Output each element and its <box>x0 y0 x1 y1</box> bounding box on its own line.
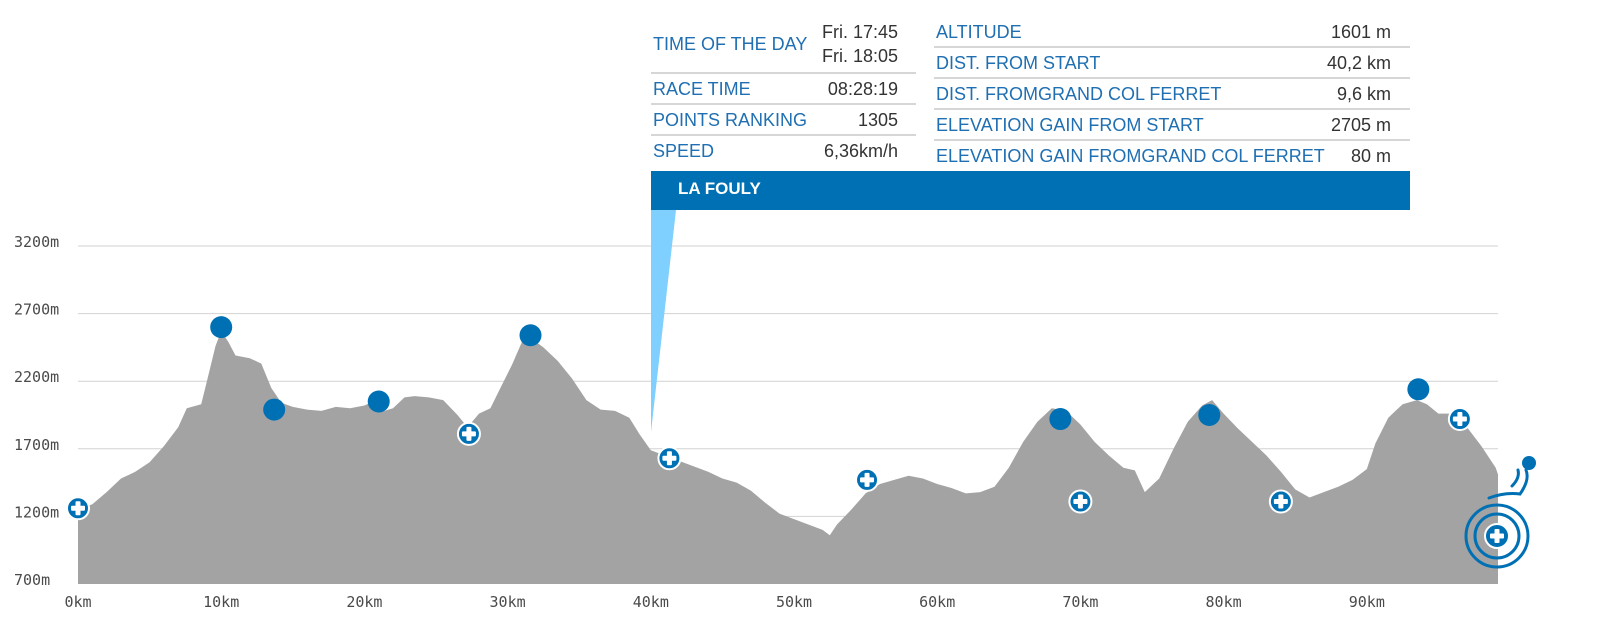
info-value: Fri. 18:05 <box>822 46 898 66</box>
info-value: 08:28:19 <box>828 79 898 99</box>
info-value: 2705 m <box>1331 115 1391 135</box>
aid-station-cross-v <box>1457 412 1463 427</box>
location-title: LA FOULY <box>678 179 761 198</box>
x-tick-label: 40km <box>633 593 669 611</box>
info-label: POINTS RANKING <box>653 110 807 130</box>
elevation-area-fill <box>78 331 1498 584</box>
x-tick-label: 10km <box>203 593 239 611</box>
aid-station-icon[interactable] <box>855 467 880 492</box>
x-tick-label: 0km <box>64 593 91 611</box>
y-tick-label: 1200m <box>14 503 59 521</box>
aid-station-icon[interactable] <box>1447 407 1472 432</box>
y-tick-label: 2700m <box>14 301 59 319</box>
summit-marker[interactable] <box>263 398 286 421</box>
aid-station-cross-v <box>666 451 672 466</box>
runner-head-icon <box>1522 456 1536 470</box>
x-tick-label: 60km <box>919 593 955 611</box>
finish-ring-outer <box>1464 503 1530 569</box>
selection-pointer-wedge <box>651 172 677 432</box>
summit-marker[interactable] <box>210 316 233 339</box>
y-tick-label: 2200m <box>14 368 59 386</box>
elevation-area <box>78 331 1498 584</box>
summit-marker[interactable] <box>1407 378 1430 401</box>
summit-marker[interactable] <box>367 390 390 413</box>
info-panel: LA FOULY TIME OF THE DAY Fri. 17:45 Fri. 18… <box>651 22 1410 210</box>
info-value: 6,36km/h <box>824 141 898 161</box>
info-value: 40,2 km <box>1327 53 1391 73</box>
runner-arm-icon <box>1510 468 1520 488</box>
info-label: DIST. FROM START <box>936 53 1100 73</box>
y-tick-label: 3200m <box>14 233 59 251</box>
aid-station-cross-v <box>466 426 472 441</box>
x-tick-label: 50km <box>776 593 812 611</box>
info-value: 80 m <box>1351 146 1391 166</box>
aid-station-icon[interactable] <box>1268 489 1293 514</box>
info-value: 1305 <box>858 110 898 130</box>
markers <box>66 316 1536 569</box>
x-tick-label: 80km <box>1206 593 1242 611</box>
runner-body-icon <box>1487 468 1529 500</box>
info-label: ELEVATION GAIN FROMGRAND COL FERRET <box>936 146 1325 166</box>
summit-marker[interactable] <box>519 324 542 347</box>
info-value: Fri. 17:45 <box>822 22 898 42</box>
aid-station-cross-v <box>1278 494 1284 509</box>
info-label: ELEVATION GAIN FROM START <box>936 115 1204 135</box>
info-label: ALTITUDE <box>936 22 1022 42</box>
finish-cross-v <box>1494 529 1500 543</box>
x-tick-label: 90km <box>1349 593 1385 611</box>
aid-station-cross-v <box>864 472 870 487</box>
info-label: TIME OF THE DAY <box>653 34 807 54</box>
summit-marker[interactable] <box>1049 408 1072 431</box>
location-banner <box>651 171 1410 210</box>
finish-ring-middle <box>1473 512 1521 560</box>
y-axis-ticks: 700m 1200m 1700m 2200m 2700m 3200m <box>14 233 59 589</box>
aid-station-cross-v <box>1077 494 1083 509</box>
info-value: 9,6 km <box>1337 84 1391 104</box>
finish-target-icon[interactable] <box>1464 456 1536 569</box>
summit-marker[interactable] <box>1198 404 1221 426</box>
y-tick-label: 700m <box>14 571 50 589</box>
aid-station-icon[interactable] <box>657 446 682 471</box>
selection-pointer <box>651 172 677 432</box>
info-label: DIST. FROMGRAND COL FERRET <box>936 84 1221 104</box>
aid-station-icon[interactable] <box>1068 489 1093 514</box>
x-axis-ticks: 0km 10km 20km 30km 40km 50km 60km 70km 80km 90km <box>64 593 1384 611</box>
info-label: SPEED <box>653 141 714 161</box>
aid-station-icon[interactable] <box>66 496 90 521</box>
info-value: 1601 m <box>1331 22 1391 42</box>
x-tick-label: 20km <box>346 593 382 611</box>
y-tick-label: 1700m <box>14 436 59 454</box>
x-tick-label: 70km <box>1062 593 1098 611</box>
x-tick-label: 30km <box>490 593 526 611</box>
aid-station-cross-v <box>75 501 81 516</box>
info-label: RACE TIME <box>653 79 751 99</box>
aid-station-icon[interactable] <box>456 421 481 446</box>
